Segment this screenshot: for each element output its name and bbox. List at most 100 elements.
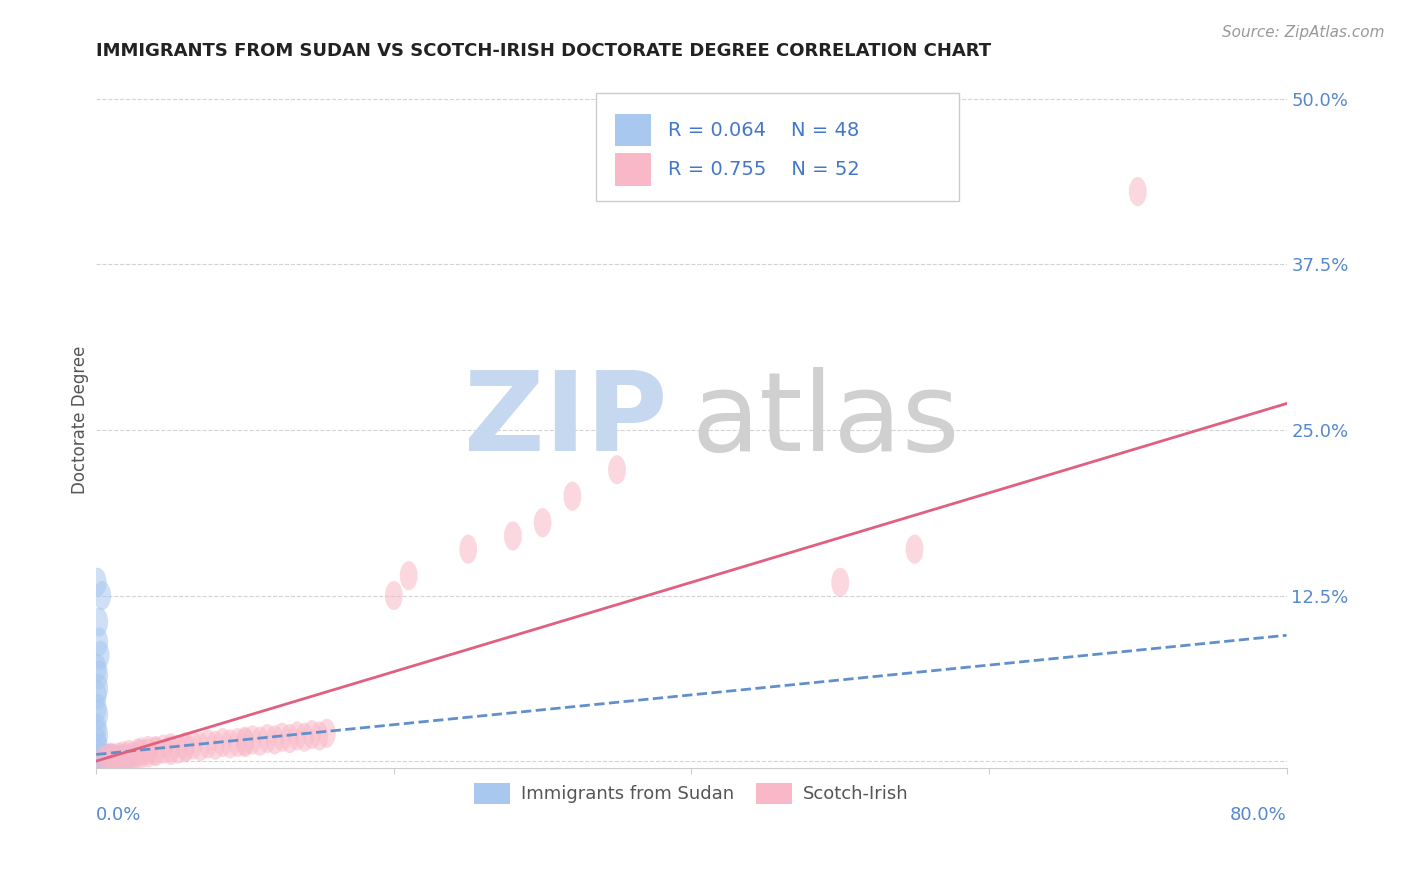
Ellipse shape xyxy=(89,694,107,723)
Ellipse shape xyxy=(89,727,107,756)
Ellipse shape xyxy=(90,745,108,774)
Ellipse shape xyxy=(90,744,108,773)
Ellipse shape xyxy=(100,744,117,773)
Ellipse shape xyxy=(177,732,194,761)
Ellipse shape xyxy=(89,654,107,683)
Ellipse shape xyxy=(120,739,138,769)
Ellipse shape xyxy=(91,744,110,773)
Ellipse shape xyxy=(155,735,172,764)
Ellipse shape xyxy=(89,745,107,774)
Ellipse shape xyxy=(96,744,114,773)
Ellipse shape xyxy=(93,581,111,610)
Ellipse shape xyxy=(90,700,108,730)
Ellipse shape xyxy=(385,581,402,610)
Ellipse shape xyxy=(110,742,128,772)
Ellipse shape xyxy=(460,534,477,564)
Text: atlas: atlas xyxy=(692,367,960,474)
Ellipse shape xyxy=(97,745,115,774)
Ellipse shape xyxy=(184,731,202,760)
Ellipse shape xyxy=(132,738,150,766)
Ellipse shape xyxy=(91,640,110,670)
Ellipse shape xyxy=(110,745,128,774)
Ellipse shape xyxy=(89,714,107,742)
Ellipse shape xyxy=(97,744,115,773)
Ellipse shape xyxy=(94,745,112,774)
Ellipse shape xyxy=(90,627,108,657)
Ellipse shape xyxy=(250,727,269,756)
Ellipse shape xyxy=(89,744,107,773)
Ellipse shape xyxy=(236,727,254,756)
Ellipse shape xyxy=(90,660,108,690)
Ellipse shape xyxy=(905,534,924,564)
Ellipse shape xyxy=(90,607,108,637)
Ellipse shape xyxy=(295,723,314,752)
Ellipse shape xyxy=(304,720,321,749)
Ellipse shape xyxy=(221,730,239,758)
Ellipse shape xyxy=(1129,177,1147,206)
Ellipse shape xyxy=(91,742,110,772)
Ellipse shape xyxy=(177,733,194,763)
Ellipse shape xyxy=(90,720,108,749)
Ellipse shape xyxy=(503,522,522,550)
Ellipse shape xyxy=(146,736,165,765)
Legend: Immigrants from Sudan, Scotch-Irish: Immigrants from Sudan, Scotch-Irish xyxy=(467,775,915,811)
Ellipse shape xyxy=(117,742,135,772)
Text: R = 0.755    N = 52: R = 0.755 N = 52 xyxy=(668,161,859,179)
Ellipse shape xyxy=(94,745,112,774)
Ellipse shape xyxy=(318,719,336,747)
Ellipse shape xyxy=(169,735,187,764)
Ellipse shape xyxy=(89,681,107,709)
Ellipse shape xyxy=(564,482,581,511)
Ellipse shape xyxy=(191,732,209,761)
Ellipse shape xyxy=(93,745,111,774)
Ellipse shape xyxy=(139,736,157,765)
Ellipse shape xyxy=(91,745,110,774)
Ellipse shape xyxy=(101,744,118,773)
Ellipse shape xyxy=(399,561,418,591)
Ellipse shape xyxy=(146,738,165,766)
Ellipse shape xyxy=(117,745,135,774)
Ellipse shape xyxy=(198,730,217,758)
Ellipse shape xyxy=(207,731,224,760)
Ellipse shape xyxy=(93,744,111,773)
Ellipse shape xyxy=(91,744,110,773)
Text: Source: ZipAtlas.com: Source: ZipAtlas.com xyxy=(1222,25,1385,40)
Ellipse shape xyxy=(96,745,114,774)
Ellipse shape xyxy=(105,744,122,773)
Ellipse shape xyxy=(266,725,284,755)
Ellipse shape xyxy=(288,722,307,750)
Ellipse shape xyxy=(103,744,120,773)
Ellipse shape xyxy=(89,744,107,773)
Text: 0.0%: 0.0% xyxy=(96,806,142,824)
Ellipse shape xyxy=(89,745,107,774)
Ellipse shape xyxy=(243,725,262,755)
Ellipse shape xyxy=(114,741,132,771)
Ellipse shape xyxy=(94,744,112,773)
Ellipse shape xyxy=(162,733,180,763)
Ellipse shape xyxy=(90,742,108,772)
Ellipse shape xyxy=(534,508,551,537)
Ellipse shape xyxy=(214,728,232,757)
Ellipse shape xyxy=(91,745,110,774)
Ellipse shape xyxy=(311,722,329,750)
Ellipse shape xyxy=(93,742,111,772)
Ellipse shape xyxy=(831,567,849,597)
FancyBboxPatch shape xyxy=(596,94,959,201)
Ellipse shape xyxy=(125,741,142,771)
Text: 80.0%: 80.0% xyxy=(1230,806,1286,824)
Ellipse shape xyxy=(103,742,120,772)
Text: IMMIGRANTS FROM SUDAN VS SCOTCH-IRISH DOCTORATE DEGREE CORRELATION CHART: IMMIGRANTS FROM SUDAN VS SCOTCH-IRISH DO… xyxy=(96,42,991,60)
Ellipse shape xyxy=(162,736,180,765)
Ellipse shape xyxy=(89,739,107,769)
Ellipse shape xyxy=(259,724,276,753)
Y-axis label: Doctorate Degree: Doctorate Degree xyxy=(72,346,89,494)
Ellipse shape xyxy=(132,739,150,769)
Ellipse shape xyxy=(139,739,157,768)
FancyBboxPatch shape xyxy=(616,114,651,146)
Ellipse shape xyxy=(229,728,246,757)
Ellipse shape xyxy=(120,745,138,774)
FancyBboxPatch shape xyxy=(616,153,651,186)
Ellipse shape xyxy=(90,745,108,774)
Ellipse shape xyxy=(90,673,108,703)
Text: ZIP: ZIP xyxy=(464,367,668,474)
